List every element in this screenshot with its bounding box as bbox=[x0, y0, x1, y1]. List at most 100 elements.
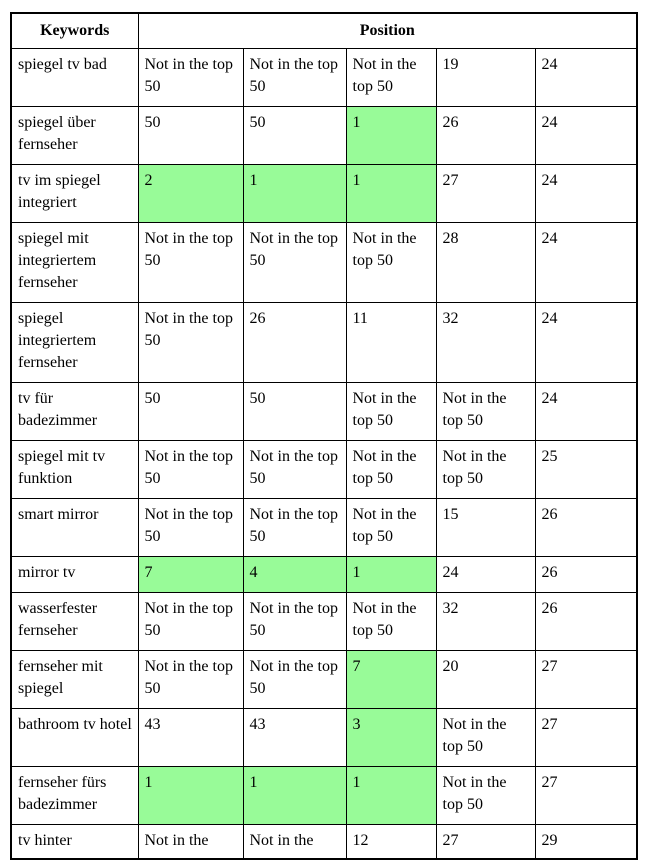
keyword-position-table: Keywords Position spiegel tv bad Not in t… bbox=[10, 12, 639, 860]
position-cell: 19 bbox=[435, 48, 536, 107]
table-row: fernseher mit spiegel Not in the top 50 No… bbox=[10, 650, 638, 709]
position-cell: Not in the top 50 bbox=[137, 592, 244, 651]
position-cell: 50 bbox=[137, 106, 244, 165]
position-cell: 27 bbox=[435, 824, 536, 860]
position-cell: 24 bbox=[534, 164, 638, 223]
keyword-cell: bathroom tv hotel bbox=[10, 708, 139, 767]
table-body: spiegel tv bad Not in the top 50 Not in th… bbox=[10, 48, 638, 860]
position-cell-highlighted: 7 bbox=[345, 650, 437, 709]
keyword-cell: spiegel integriertem fernseher bbox=[10, 302, 139, 383]
position-cell: 26 bbox=[534, 556, 638, 593]
position-cell: Not in the top 50 bbox=[345, 440, 437, 499]
table-row: bathroom tv hotel 43 43 3 Not in the top 50 2… bbox=[10, 708, 638, 767]
position-cell: Not in the top 50 bbox=[242, 48, 347, 107]
position-cell: Not in the top 50 bbox=[345, 48, 437, 107]
table-row: tv für badezimmer 50 50 Not in the top 50 No… bbox=[10, 382, 638, 441]
position-cell: Not in the top 50 bbox=[137, 48, 244, 107]
position-cell: 26 bbox=[534, 498, 638, 557]
table-row: spiegel über fernseher 50 50 1 26 24 bbox=[10, 106, 638, 165]
keyword-cell: tv hinter bbox=[10, 824, 139, 860]
keyword-cell: mirror tv bbox=[10, 556, 139, 593]
position-cell: 50 bbox=[242, 106, 347, 165]
position-cell: 27 bbox=[435, 164, 536, 223]
position-cell-highlighted: 1 bbox=[242, 766, 347, 825]
position-cell: Not in the bbox=[242, 824, 347, 860]
position-cell-highlighted: 1 bbox=[137, 766, 244, 825]
keyword-cell: tv im spiegel integriert bbox=[10, 164, 139, 223]
position-cell: Not in the top 50 bbox=[242, 650, 347, 709]
position-cell: Not in the bbox=[137, 824, 244, 860]
table-row: fernseher fürs badezimmer 1 1 1 Not in the t… bbox=[10, 766, 638, 825]
position-cell: Not in the top 50 bbox=[242, 440, 347, 499]
table-row: smart mirror Not in the top 50 Not in the … bbox=[10, 498, 638, 557]
position-cell: 32 bbox=[435, 302, 536, 383]
position-cell-highlighted: 1 bbox=[345, 164, 437, 223]
position-cell: 32 bbox=[435, 592, 536, 651]
position-cell: Not in the top 50 bbox=[242, 498, 347, 557]
position-cell: 43 bbox=[137, 708, 244, 767]
keyword-cell: fernseher fürs badezimmer bbox=[10, 766, 139, 825]
position-cell: Not in the top 50 bbox=[435, 440, 536, 499]
table-row: wasserfester fernseher Not in the top 50 N… bbox=[10, 592, 638, 651]
position-cell-highlighted: 1 bbox=[242, 164, 347, 223]
position-cell: 24 bbox=[435, 556, 536, 593]
position-cell: Not in the top 50 bbox=[435, 382, 536, 441]
position-cell: 27 bbox=[534, 708, 638, 767]
header-row: Keywords Position bbox=[10, 12, 638, 49]
position-cell: Not in the top 50 bbox=[345, 592, 437, 651]
position-cell: 12 bbox=[345, 824, 437, 860]
position-cell: 26 bbox=[242, 302, 347, 383]
table-row: tv im spiegel integriert 2 1 1 27 24 bbox=[10, 164, 638, 223]
position-cell: Not in the top 50 bbox=[242, 222, 347, 303]
position-cell: 27 bbox=[534, 766, 638, 825]
position-cell: 50 bbox=[242, 382, 347, 441]
keyword-cell: tv für badezimmer bbox=[10, 382, 139, 441]
table-row: spiegel mit integriertem fernseher Not in… bbox=[10, 222, 638, 303]
position-cell: Not in the top 50 bbox=[435, 708, 536, 767]
position-cell-highlighted: 2 bbox=[137, 164, 244, 223]
position-cell: Not in the top 50 bbox=[345, 498, 437, 557]
position-column-header: Position bbox=[137, 12, 638, 49]
keyword-cell: wasserfester fernseher bbox=[10, 592, 139, 651]
table-row: spiegel tv bad Not in the top 50 Not in th… bbox=[10, 48, 638, 107]
position-cell-highlighted: 3 bbox=[345, 708, 437, 767]
position-cell: Not in the top 50 bbox=[345, 222, 437, 303]
position-cell: Not in the top 50 bbox=[345, 382, 437, 441]
table-header: Keywords Position bbox=[10, 12, 638, 49]
position-cell-highlighted: 1 bbox=[345, 556, 437, 593]
position-cell-highlighted: 1 bbox=[345, 766, 437, 825]
position-cell-highlighted: 7 bbox=[137, 556, 244, 593]
keyword-cell: smart mirror bbox=[10, 498, 139, 557]
keyword-cell: spiegel mit tv funktion bbox=[10, 440, 139, 499]
position-cell: 24 bbox=[534, 302, 638, 383]
position-cell: Not in the top 50 bbox=[242, 592, 347, 651]
position-cell: 24 bbox=[534, 222, 638, 303]
position-cell: 24 bbox=[534, 106, 638, 165]
table-row: spiegel mit tv funktion Not in the top 50… bbox=[10, 440, 638, 499]
position-cell-highlighted: 4 bbox=[242, 556, 347, 593]
position-cell: 43 bbox=[242, 708, 347, 767]
keyword-cell: spiegel tv bad bbox=[10, 48, 139, 107]
position-cell: 24 bbox=[534, 382, 638, 441]
position-cell: 25 bbox=[534, 440, 638, 499]
keywords-column-header: Keywords bbox=[10, 12, 139, 49]
position-cell: 29 bbox=[534, 824, 638, 860]
position-cell: 26 bbox=[534, 592, 638, 651]
position-cell: Not in the top 50 bbox=[137, 302, 244, 383]
keyword-position-table-container: Keywords Position spiegel tv bad Not in t… bbox=[10, 12, 639, 860]
position-cell: Not in the top 50 bbox=[137, 440, 244, 499]
position-cell: 20 bbox=[435, 650, 536, 709]
position-cell: Not in the top 50 bbox=[137, 498, 244, 557]
position-cell: 27 bbox=[534, 650, 638, 709]
position-cell: 24 bbox=[534, 48, 638, 107]
position-cell: 11 bbox=[345, 302, 437, 383]
keyword-cell: fernseher mit spiegel bbox=[10, 650, 139, 709]
table-row: mirror tv 7 4 1 24 26 bbox=[10, 556, 638, 593]
position-cell: 26 bbox=[435, 106, 536, 165]
position-cell: Not in the top 50 bbox=[435, 766, 536, 825]
keyword-cell: spiegel mit integriertem fernseher bbox=[10, 222, 139, 303]
table-row: spiegel integriertem fernseher Not in the… bbox=[10, 302, 638, 383]
position-cell: 15 bbox=[435, 498, 536, 557]
position-cell: Not in the top 50 bbox=[137, 222, 244, 303]
position-cell: 28 bbox=[435, 222, 536, 303]
